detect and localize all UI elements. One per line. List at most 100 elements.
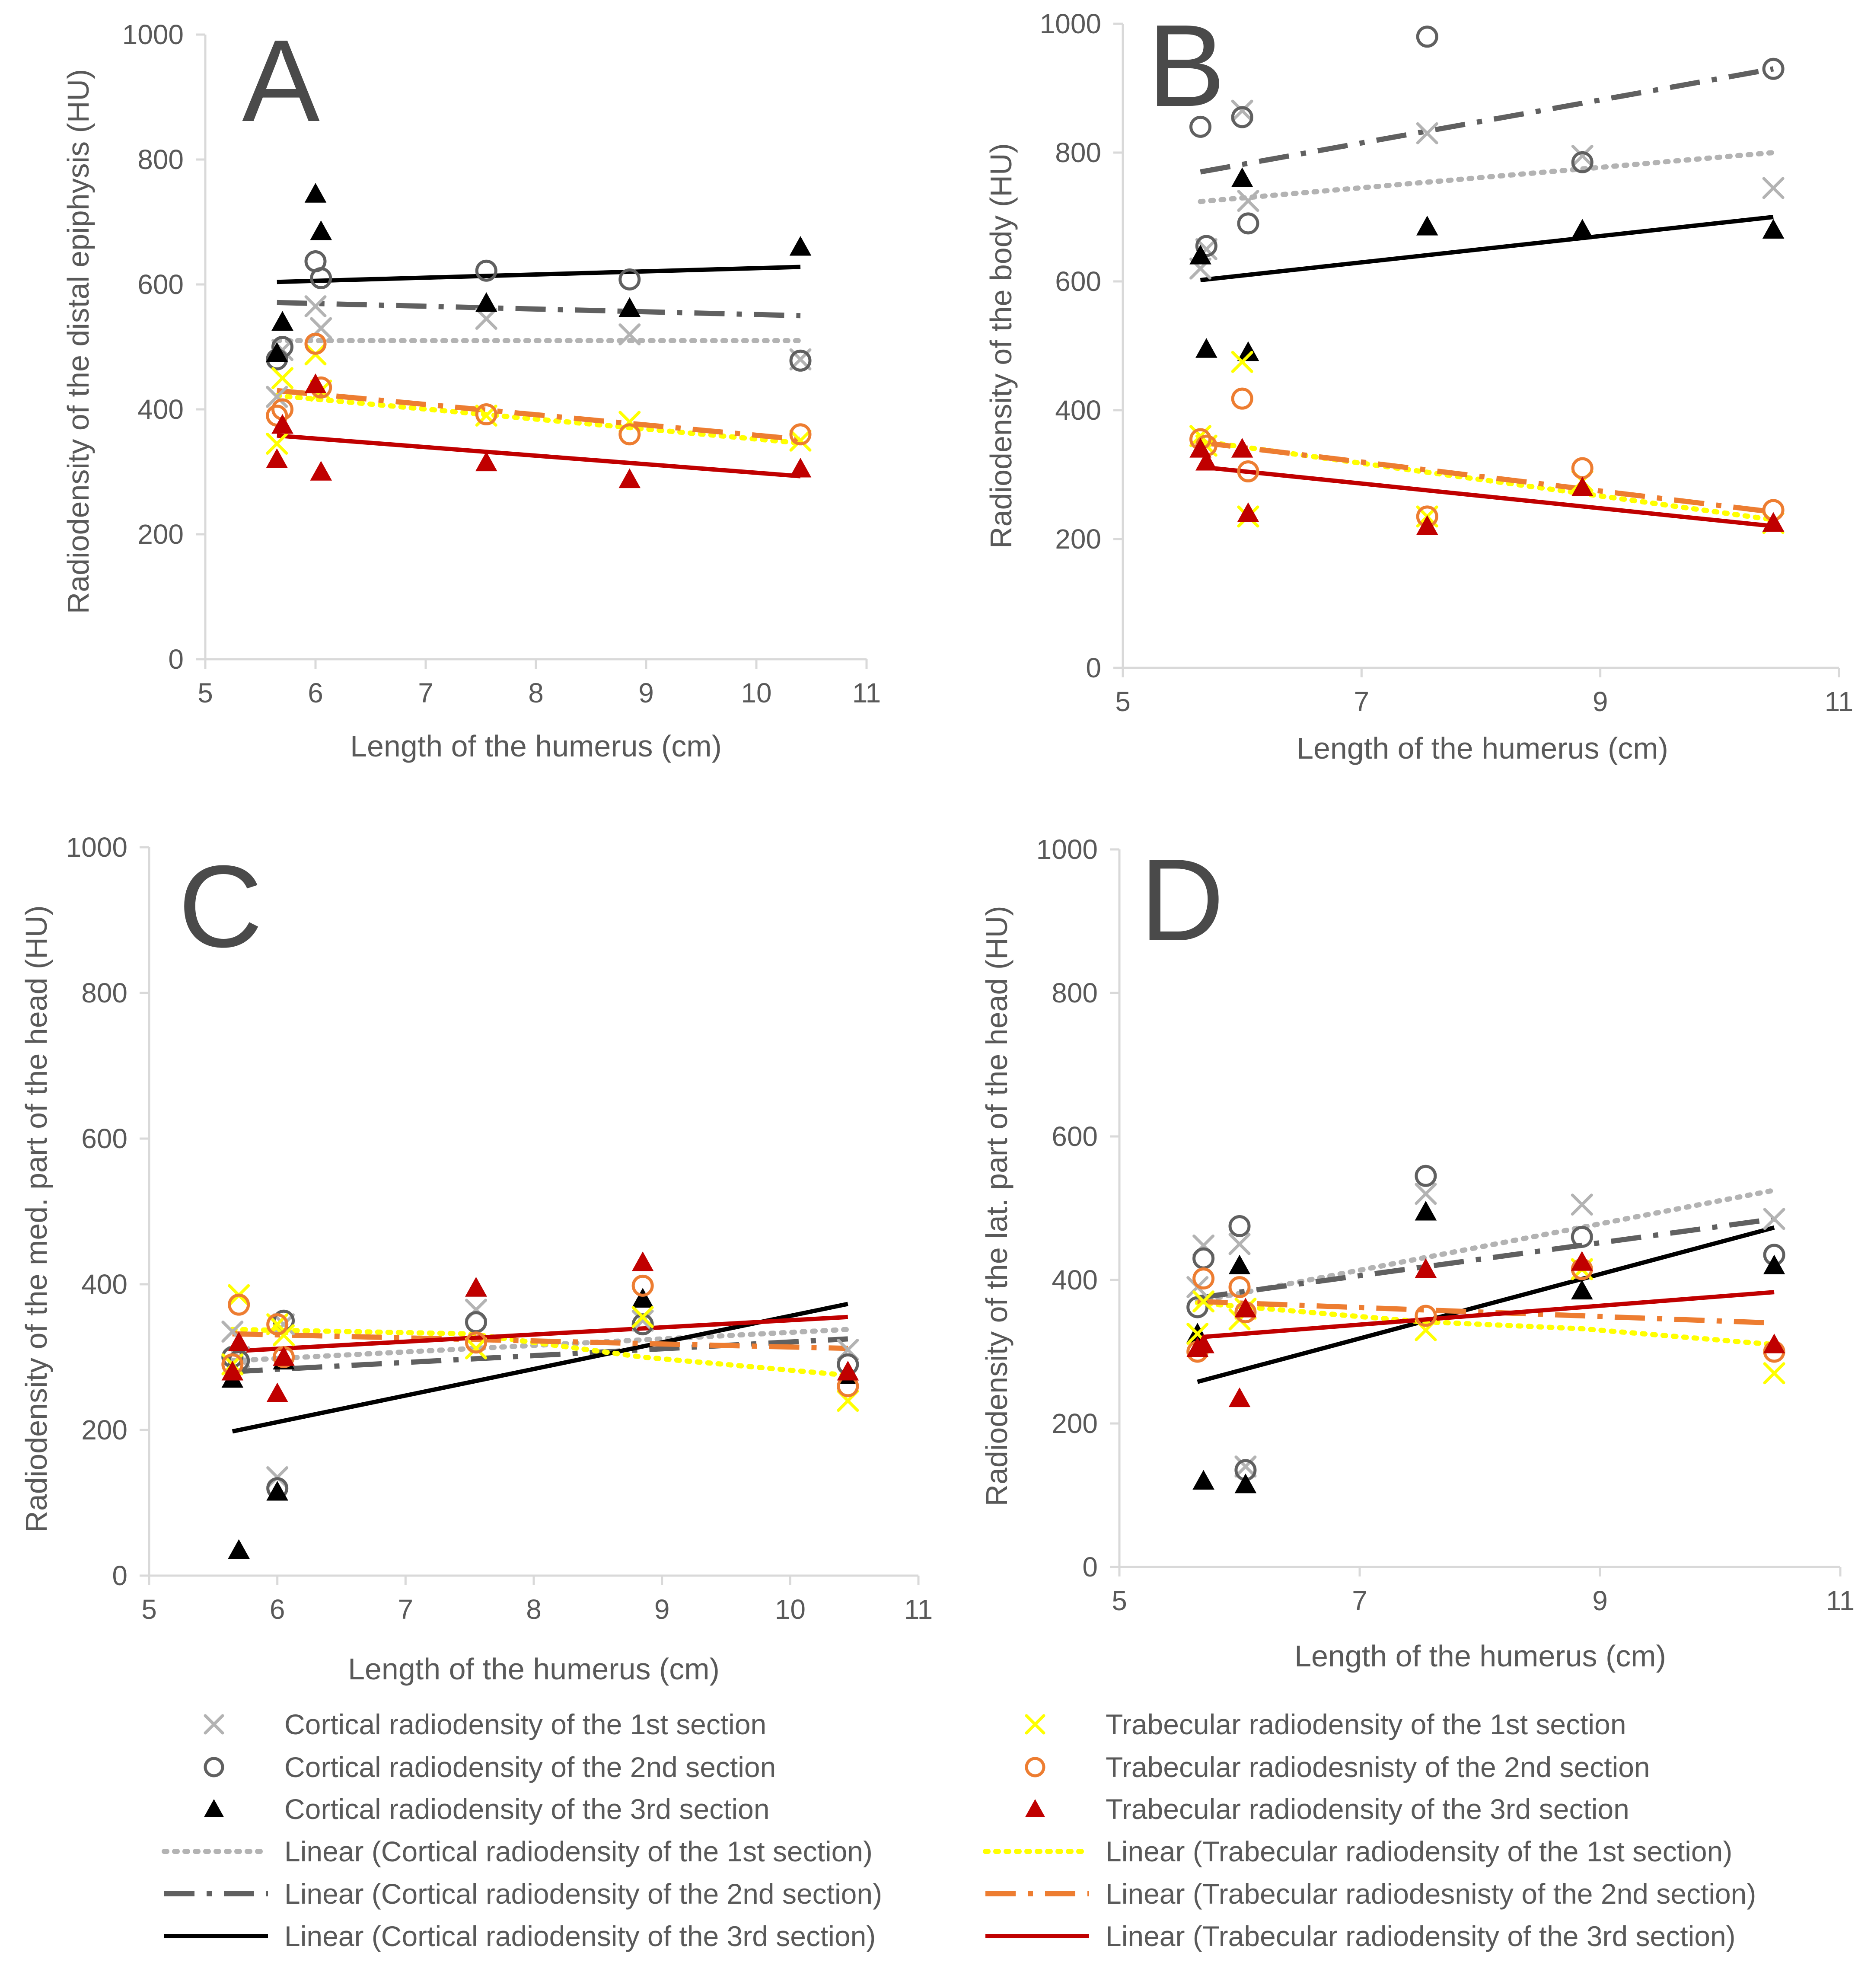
point-trab1 xyxy=(266,432,288,455)
point-trab3 xyxy=(1763,1334,1785,1353)
point-cort3 xyxy=(618,297,641,317)
axes: 5 6 7 8 9 10 11 0 200 400 600 800 1000 xyxy=(122,19,881,708)
trend-line-cort2 xyxy=(277,300,801,319)
y-axis-title: Radiodensity of the med. part of the hea… xyxy=(19,905,53,1532)
point-trab3 xyxy=(1416,515,1438,535)
point-trab2 xyxy=(1415,1305,1437,1327)
legend-label: Cortical radiodensity of the 3rd section xyxy=(284,1793,770,1825)
point-cort3 xyxy=(266,1481,288,1501)
y-tick-label: 1000 xyxy=(1036,834,1098,865)
axes: 5 7 9 11 0 200 400 600 800 1000 xyxy=(1036,834,1855,1616)
x-tick-label: 6 xyxy=(308,677,323,708)
trend-line-cort3 xyxy=(232,1302,848,1434)
trend-line-cort3 xyxy=(277,265,801,284)
x-tick-label: 9 xyxy=(638,677,654,708)
point-trab3 xyxy=(1228,1387,1251,1407)
point-cort1 xyxy=(618,323,641,346)
legend-label: Linear (Cortical radiodensity of the 3rd… xyxy=(284,1920,876,1952)
y-tick-label: 800 xyxy=(137,144,184,175)
y-axis-title: Radiodensity of the distal epiphysis (HU… xyxy=(61,69,95,614)
point-cort1 xyxy=(1228,1233,1251,1255)
point-trab3 xyxy=(310,461,332,481)
legend-swatch xyxy=(1025,1757,1045,1777)
legend-label: Trabecular radiodensity of the 3rd secti… xyxy=(1106,1793,1629,1825)
point-trab2 xyxy=(631,1274,654,1297)
legend-swatch xyxy=(985,1934,1089,1938)
x-tick-label: 8 xyxy=(528,677,544,708)
point-cort2 xyxy=(1762,57,1785,80)
point-cort1 xyxy=(631,1309,654,1332)
x-tick-label: 11 xyxy=(1826,1585,1855,1616)
point-cort1 xyxy=(1237,190,1259,212)
point-trab2 xyxy=(618,423,641,446)
point-trab3 xyxy=(631,1251,654,1271)
y-tick-label: 1000 xyxy=(66,832,127,863)
point-cort3 xyxy=(1416,216,1438,236)
axes: 5 7 9 11 0 200 400 600 800 1000 xyxy=(1040,8,1854,717)
y-tick-label: 400 xyxy=(1052,1264,1098,1296)
legend-swatch xyxy=(983,1849,1092,1854)
point-trab3 xyxy=(1195,450,1217,471)
point-trab1 xyxy=(1763,1362,1785,1385)
trend-line-cort1 xyxy=(1195,1187,1777,1304)
trend-line-cort2 xyxy=(1197,1216,1775,1301)
trend-line-trab3 xyxy=(232,1315,848,1353)
point-trab3 xyxy=(1415,1258,1437,1278)
y-tick-label: 600 xyxy=(81,1123,127,1154)
trend-line-trab2 xyxy=(1200,440,1774,515)
x-tick-label: 5 xyxy=(1115,686,1131,717)
legend-marker-x-icon xyxy=(1025,1714,1045,1735)
y-tick-label: 200 xyxy=(1055,523,1101,555)
trend-line-cort1 xyxy=(229,1327,851,1363)
y-tick-label: 800 xyxy=(1055,137,1101,168)
point-trab2 xyxy=(1237,460,1259,483)
point-cort3 xyxy=(1571,219,1594,239)
y-tick-label: 0 xyxy=(1082,1551,1098,1583)
point-cort1 xyxy=(1762,177,1785,199)
legend-label: Trabecular radiodesnisty of the 2nd sect… xyxy=(1106,1751,1650,1783)
point-trab3 xyxy=(618,468,641,488)
y-tick-label: 1000 xyxy=(122,19,184,50)
x-tick-label: 9 xyxy=(1592,1585,1608,1616)
point-cort2 xyxy=(618,268,641,290)
point-cort2 xyxy=(1231,106,1253,128)
legend-marker-triangle-icon xyxy=(1025,1799,1045,1817)
point-cort2 xyxy=(1237,212,1259,235)
panel-d: 5 7 9 11 0 200 400 600 800 1000 D Length of the hu… xyxy=(980,834,1855,1673)
point-trab3 xyxy=(1231,438,1253,458)
legend-item-trab2: Trabecular radiodesnisty of the 2nd sect… xyxy=(981,1746,1650,1788)
point-trab3 xyxy=(1571,476,1594,497)
legend-swatch xyxy=(985,1891,1089,1896)
legend-item-linear-trab2: Linear (Trabecular radiodesnisty of the … xyxy=(981,1873,1756,1915)
trend-line-trab2 xyxy=(1197,1299,1775,1326)
point-trab1 xyxy=(1192,1290,1215,1313)
point-cort2 xyxy=(1571,151,1594,173)
point-cort3 xyxy=(1192,1470,1214,1490)
point-trab3 xyxy=(271,414,293,434)
x-tick-label: 10 xyxy=(775,1594,806,1625)
point-trab3 xyxy=(475,451,497,472)
point-cort3 xyxy=(1189,245,1211,265)
x-tick-label: 11 xyxy=(852,677,881,708)
point-cort2 xyxy=(310,267,332,290)
trend-line-trab3 xyxy=(1200,465,1774,529)
point-cort1 xyxy=(1763,1208,1785,1230)
trend-line-trab1 xyxy=(229,1327,851,1378)
data-points xyxy=(266,183,812,488)
trend-line-cort2 xyxy=(1200,66,1774,175)
point-cort3 xyxy=(789,236,812,256)
y-tick-label: 400 xyxy=(137,394,184,425)
point-trab3 xyxy=(1571,1251,1593,1271)
point-cort3 xyxy=(1415,1201,1437,1221)
y-axis-title: Radiodensity of the lat. part of the hea… xyxy=(980,906,1013,1506)
point-trab2 xyxy=(228,1293,250,1316)
point-cort1 xyxy=(304,295,327,318)
y-tick-label: 600 xyxy=(137,269,184,300)
y-tick-label: 200 xyxy=(137,519,184,550)
x-tick-label: 5 xyxy=(198,677,213,708)
data-points xyxy=(1186,1165,1785,1493)
trend-line-trab2 xyxy=(277,388,801,442)
point-cort1 xyxy=(1231,99,1253,122)
point-trab1 xyxy=(631,1306,654,1328)
x-tick-label: 7 xyxy=(1354,686,1370,717)
